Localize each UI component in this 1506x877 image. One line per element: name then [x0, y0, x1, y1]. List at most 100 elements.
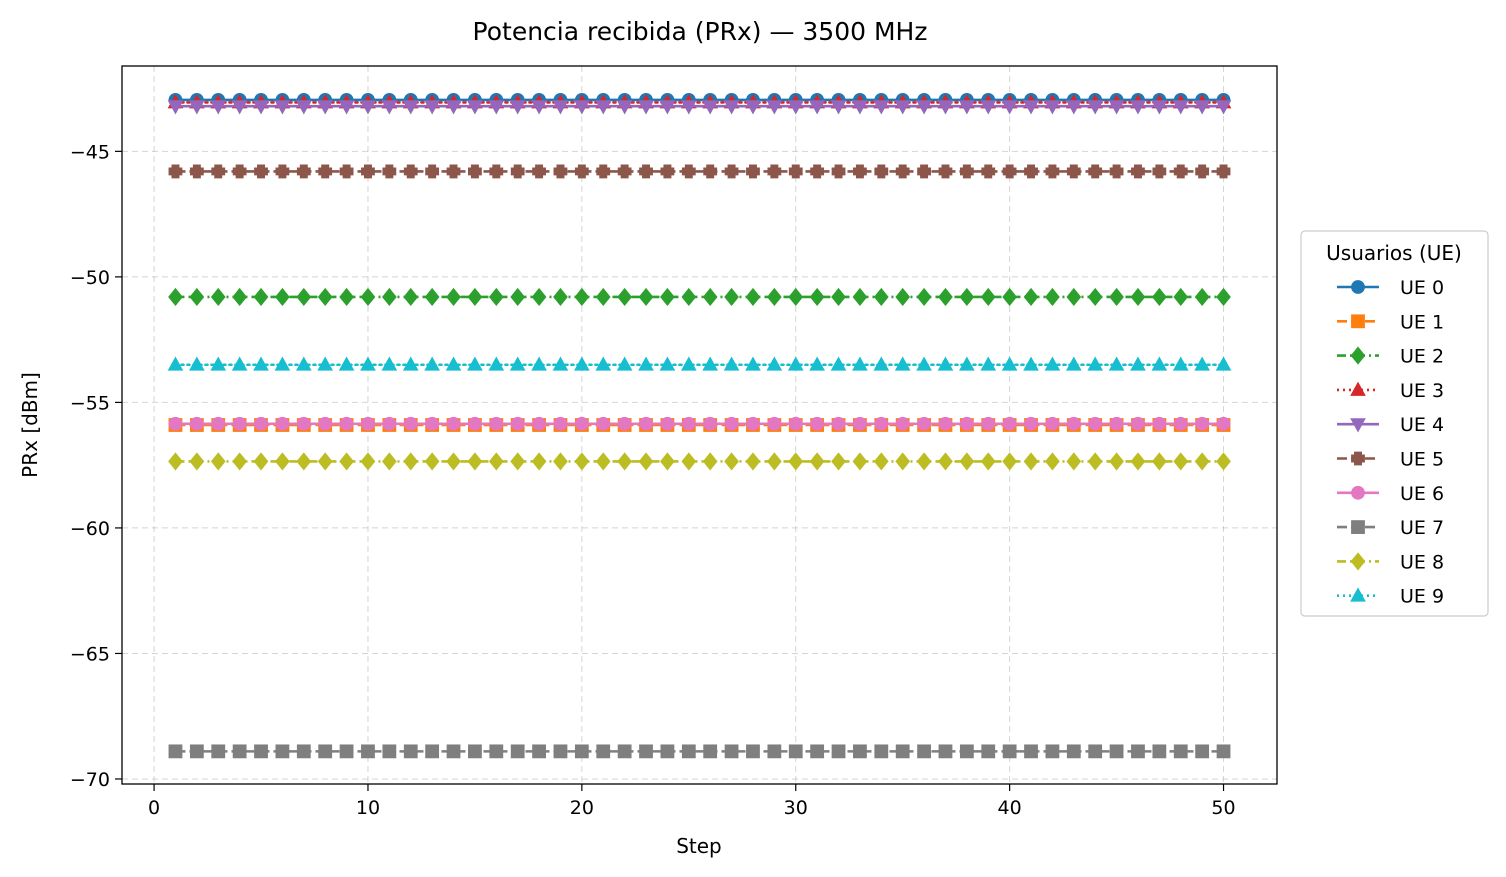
data-point: [787, 356, 804, 371]
data-point: [317, 287, 333, 307]
legend: Usuarios (UE) UE 0 UE 1 UE 2 UE 3 UE 4 UE 5 UE…: [1300, 230, 1489, 617]
data-point: [424, 287, 440, 307]
data-point: [638, 452, 654, 471]
data-point: [916, 287, 932, 307]
data-point: [509, 100, 526, 115]
data-point: [1130, 452, 1146, 471]
data-point: [467, 287, 483, 307]
x-tick-label: 40: [998, 797, 1022, 819]
chart-title: Potencia recibida (PRx) — 3500 MHz: [473, 17, 928, 46]
data-point: [168, 164, 183, 179]
data-point: [1216, 452, 1231, 471]
data-point: [959, 100, 975, 115]
data-point: [446, 287, 461, 307]
data-point: [1130, 287, 1146, 307]
data-point: [231, 100, 248, 115]
data-point: [917, 164, 931, 179]
data-point: [253, 452, 269, 471]
data-point: [360, 100, 376, 115]
legend-marker: [1350, 552, 1366, 571]
legend-label: UE 1: [1400, 311, 1444, 333]
data-point: [639, 744, 653, 759]
data-point: [980, 100, 997, 115]
data-point: [1024, 416, 1038, 431]
data-point: [746, 164, 760, 179]
data-point: [574, 452, 590, 471]
data-point: [1195, 416, 1210, 431]
data-point: [231, 356, 248, 371]
data-point: [1194, 287, 1210, 307]
y-tick-label: −60: [70, 518, 110, 540]
plot-frame: [121, 65, 1278, 785]
data-point: [660, 744, 675, 759]
data-point: [895, 164, 910, 179]
data-point: [318, 744, 333, 759]
data-point: [531, 452, 547, 471]
data-point: [916, 356, 932, 371]
data-point: [595, 287, 611, 307]
data-point: [489, 744, 504, 759]
data-point: [295, 356, 312, 371]
legend-title: Usuarios (UE): [1326, 241, 1462, 265]
data-point: [532, 416, 546, 431]
legend-label: UE 8: [1400, 551, 1444, 573]
data-point: [659, 100, 676, 115]
data-point: [788, 452, 804, 471]
legend-label: UE 5: [1400, 449, 1444, 471]
data-point: [616, 356, 633, 371]
data-point: [873, 287, 889, 307]
data-point: [1216, 287, 1231, 307]
data-point: [318, 416, 333, 431]
data-point: [1194, 356, 1210, 371]
data-point: [852, 452, 868, 471]
data-point: [1151, 356, 1168, 371]
data-point: [917, 416, 931, 431]
data-point: [296, 287, 312, 307]
data-point: [874, 416, 889, 431]
data-point: [210, 100, 227, 115]
data-point: [809, 100, 825, 115]
legend-label: UE 6: [1400, 483, 1444, 505]
series-ue-9: [167, 356, 1232, 371]
data-point: [938, 287, 953, 307]
data-point: [360, 356, 376, 371]
data-point: [1131, 164, 1145, 179]
data-point: [595, 452, 611, 471]
data-point: [1108, 356, 1125, 371]
data-point: [745, 287, 761, 307]
data-point: [510, 416, 525, 431]
data-point: [339, 164, 354, 179]
data-point: [1044, 356, 1061, 371]
data-point: [445, 356, 462, 371]
data-point: [211, 164, 226, 179]
data-point: [894, 356, 911, 371]
data-point: [1066, 416, 1081, 431]
data-point: [553, 164, 568, 179]
data-point: [468, 744, 482, 759]
x-tick-label: 30: [784, 797, 808, 819]
data-point: [254, 164, 268, 179]
data-point: [1152, 452, 1167, 471]
data-point: [873, 452, 889, 471]
data-point: [1216, 416, 1231, 431]
legend-item: UE 9: [1337, 586, 1444, 608]
y-tick-label: −70: [70, 769, 110, 791]
data-point: [168, 416, 183, 431]
data-point: [1002, 744, 1017, 759]
data-point: [788, 416, 803, 431]
data-point: [724, 744, 739, 759]
data-point: [574, 416, 589, 431]
data-point: [809, 452, 825, 471]
data-point: [1130, 100, 1146, 115]
data-point: [446, 744, 461, 759]
data-point: [617, 164, 632, 179]
data-point: [1024, 744, 1038, 759]
data-point: [1216, 744, 1231, 759]
data-point: [787, 100, 804, 115]
legend-item: UE 2: [1337, 346, 1444, 368]
data-point: [1087, 356, 1104, 371]
data-point: [211, 744, 226, 759]
legend-marker: [1350, 381, 1366, 396]
data-point: [552, 100, 569, 115]
data-point: [617, 744, 632, 759]
